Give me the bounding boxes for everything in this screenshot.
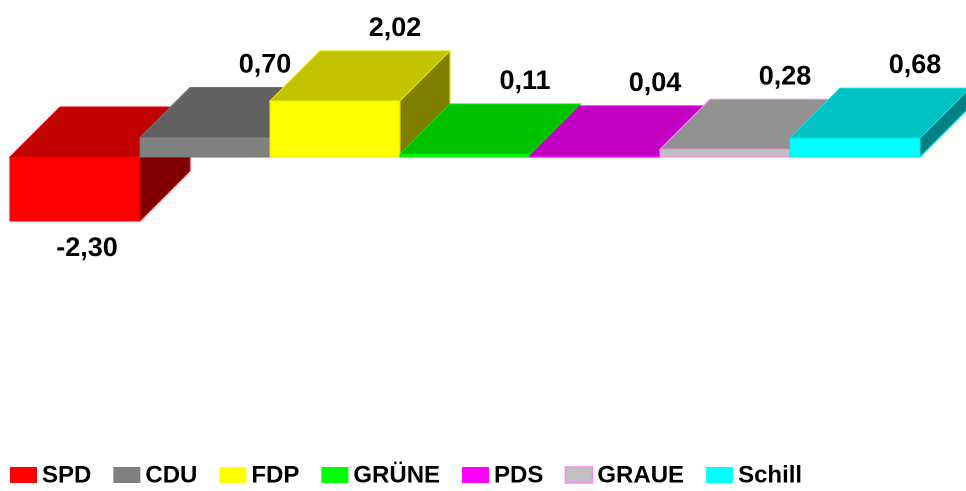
value-label: 0,11 bbox=[499, 65, 550, 95]
value-label: 2,02 bbox=[369, 12, 422, 42]
legend-swatch bbox=[219, 467, 247, 483]
value-label: 0,70 bbox=[239, 49, 292, 79]
bar bbox=[139, 137, 271, 158]
legend-swatch bbox=[564, 466, 594, 484]
bar bbox=[9, 156, 141, 222]
legend-label: Schill bbox=[738, 461, 802, 488]
legend-label: CDU bbox=[145, 461, 197, 488]
bar bbox=[789, 137, 921, 158]
legend-swatch bbox=[113, 467, 141, 483]
legend-swatch bbox=[10, 467, 37, 483]
legend-label: FDP bbox=[251, 461, 299, 488]
bar bbox=[399, 153, 531, 158]
legend-swatch bbox=[706, 467, 734, 483]
legend-label: GRAUE bbox=[597, 461, 684, 488]
legend-label: SPD bbox=[42, 461, 91, 488]
bar bbox=[659, 148, 791, 158]
value-label: 0,04 bbox=[629, 67, 682, 97]
value-label: 0,28 bbox=[759, 60, 812, 90]
legend-swatch bbox=[462, 467, 490, 483]
legend-label: GRÜNE bbox=[353, 461, 440, 488]
bar bbox=[529, 155, 661, 158]
value-label: 0,68 bbox=[889, 49, 942, 79]
legend-label: PDS bbox=[494, 461, 543, 488]
bar bbox=[269, 100, 401, 158]
legend-swatch bbox=[321, 467, 349, 483]
value-label: -2,30 bbox=[56, 232, 118, 262]
